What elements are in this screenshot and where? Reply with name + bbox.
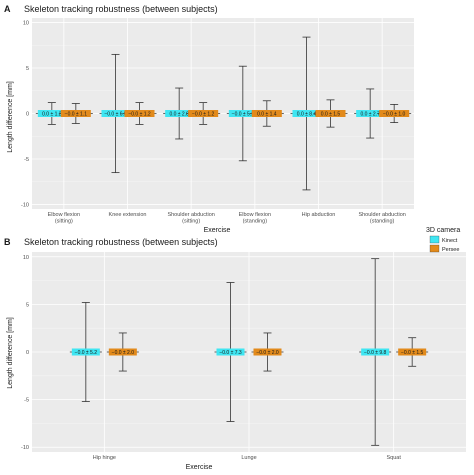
label-box-persee <box>251 110 282 117</box>
label-box-kinect <box>356 110 385 117</box>
data-label-persee: −0.0 ± 2.0 <box>256 350 279 356</box>
data-label-kinect: −0.0 ± 7.3 <box>219 350 242 356</box>
x-tick-label: Hip hinge <box>93 455 116 461</box>
label-box-kinect <box>37 110 66 117</box>
data-label-persee: −0.0 ± 1.5 <box>401 350 424 356</box>
data-label-kinect: 0.0 ± 8.4 <box>297 111 317 117</box>
y-tick-label: 10 <box>23 21 29 27</box>
panel-a-title: Skeleton tracking robustness (between su… <box>24 4 218 14</box>
panel-b-plot: -10 -5 0 5 10 Hip hinge Lunge Squat −0.0 ± 5.2 −0… <box>21 252 466 461</box>
y-tick-label: 5 <box>26 66 29 72</box>
label-box-persee <box>60 110 91 117</box>
x-tick-label: Lunge <box>241 455 256 461</box>
data-label-kinect: −0.0 ± 6.5 <box>104 111 127 117</box>
y-tick-label: -5 <box>24 157 29 163</box>
y-tick-label: 0 <box>26 112 29 118</box>
panel-a-ylabel: Length difference [mm] <box>7 81 14 153</box>
data-label-kinect: −0.0 ± 5.2 <box>232 111 255 117</box>
panel-b-letter: B <box>4 237 11 247</box>
legend: 3D camera Kinect Persee <box>426 227 460 253</box>
data-label-persee: −0.0 ± 1.0 <box>383 111 406 117</box>
y-tick-label: -10 <box>21 202 29 208</box>
data-label-persee: −0.0 ± 1.2 <box>192 111 215 117</box>
data-label-persee: −0.0 ± 1.1 <box>65 111 88 117</box>
panel-b-ylabel: Length difference [mm] <box>7 317 14 389</box>
data-label-persee: 0.0 ± 1.4 <box>257 111 277 117</box>
label-box-kinect <box>101 110 130 117</box>
legend-label-persee: Persee <box>442 247 459 253</box>
panel-b-title: Skeleton tracking robustness (between su… <box>24 237 218 247</box>
panel-a-xlabel: Exercise <box>204 227 231 234</box>
x-tick-label: Hip abduction <box>302 212 336 218</box>
y-tick-label: 5 <box>26 302 29 308</box>
legend-title: 3D camera <box>426 227 460 234</box>
data-label-kinect: −0.0 ± 9.8 <box>364 350 387 356</box>
x-tick-label: Knee extension <box>109 212 147 218</box>
x-tick-label: Shoulder abduction (standing) <box>358 212 405 225</box>
label-box-kinect <box>361 348 390 356</box>
label-box-persee <box>379 110 410 117</box>
label-box-persee <box>315 110 346 117</box>
data-label-kinect: −0.0 ± 5.2 <box>75 350 98 356</box>
data-label-kinect: 0.0 ± 2.7 <box>360 111 380 117</box>
x-tick-label: Elbow flexion (sitting) <box>48 212 80 225</box>
label-box-kinect <box>228 110 257 117</box>
label-box-kinect <box>292 110 321 117</box>
x-tick-label: Elbow flexion (standing) <box>239 212 271 225</box>
x-tick-label: Squat <box>386 455 401 461</box>
y-tick-label: 0 <box>26 350 29 356</box>
y-tick-label: 10 <box>23 255 29 261</box>
label-box-persee <box>253 348 282 356</box>
data-label-persee: −0.0 ± 2.0 <box>112 350 135 356</box>
panel-a-letter: A <box>4 4 11 14</box>
data-label-persee: −0.0 ± 1.2 <box>128 111 151 117</box>
x-tick-label: Shoulder abduction (sitting) <box>167 212 214 225</box>
label-box-persee <box>188 110 219 117</box>
label-box-kinect <box>71 348 100 356</box>
data-label-kinect: 0.0 ± 2.8 <box>169 111 189 117</box>
legend-swatch-kinect <box>429 235 440 244</box>
label-box-kinect <box>165 110 194 117</box>
label-box-persee <box>108 348 137 356</box>
panel-b-xlabel: Exercise <box>186 464 213 471</box>
y-tick-label: -5 <box>24 398 29 404</box>
legend-label-kinect: Kinect <box>442 238 458 244</box>
label-box-kinect <box>216 348 245 356</box>
label-box-persee <box>124 110 155 117</box>
data-label-persee: 0.0 ± 1.5 <box>321 111 341 117</box>
legend-swatch-persee <box>429 244 440 253</box>
data-label-kinect: 0.0 ± 1.2 <box>42 111 62 117</box>
panel-a-plot: -10 -5 0 5 10 Elbow flexion (sitting) Knee exte… <box>21 18 414 225</box>
y-tick-label: -10 <box>21 445 29 451</box>
label-box-persee <box>398 348 427 356</box>
